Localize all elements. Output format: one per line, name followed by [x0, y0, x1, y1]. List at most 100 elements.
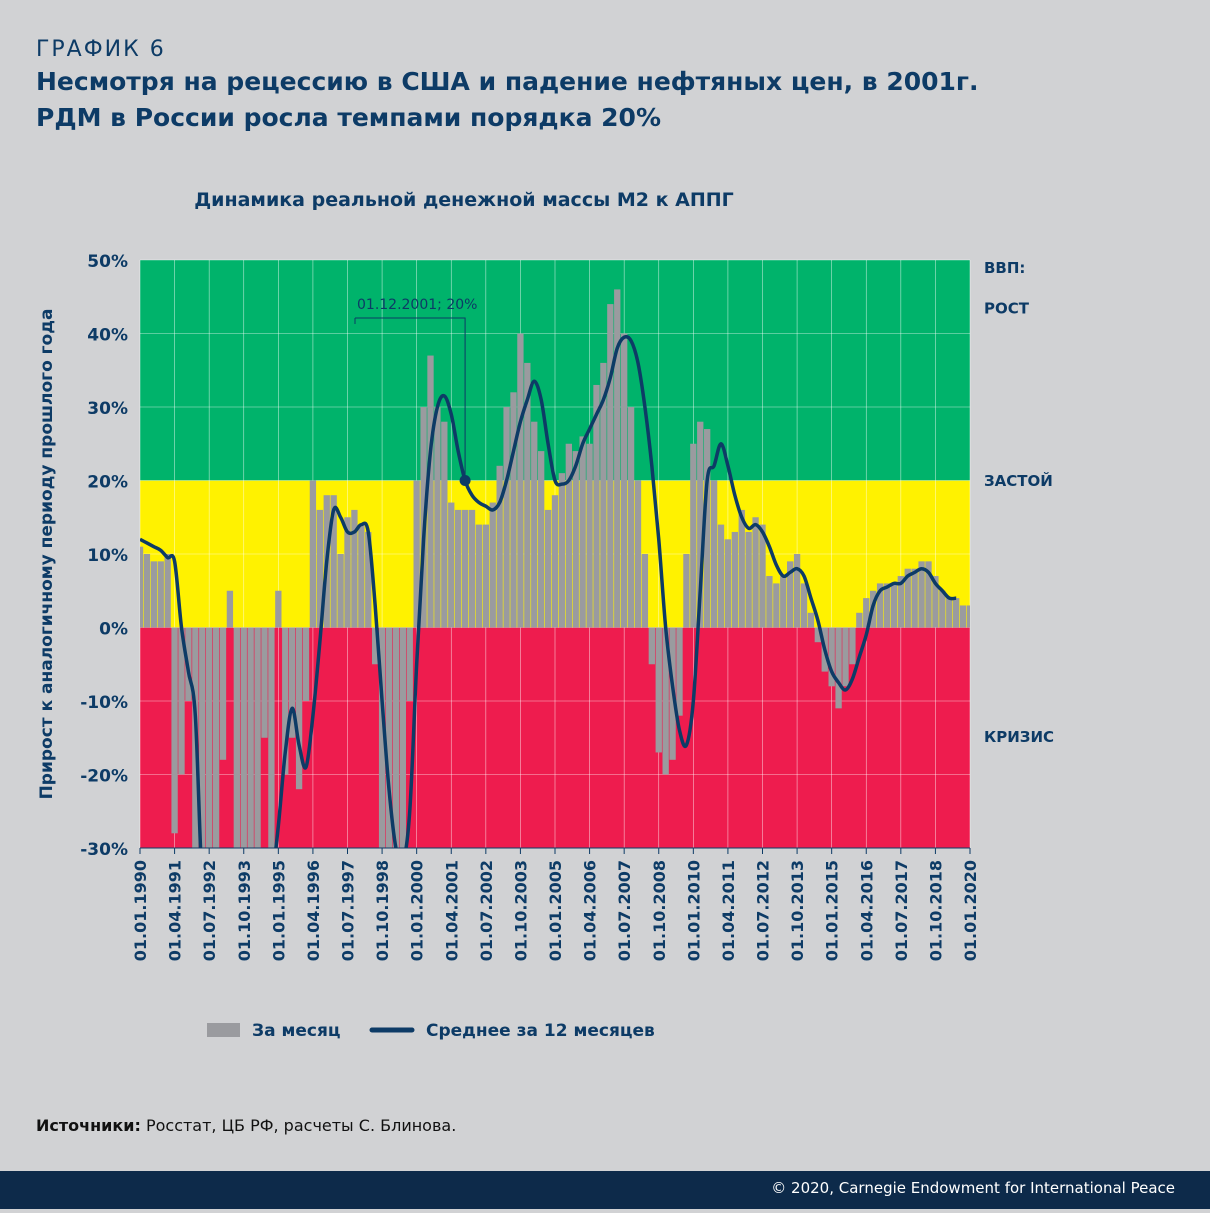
bar	[448, 502, 455, 628]
bar	[392, 627, 400, 848]
bar	[344, 517, 351, 628]
bar	[579, 436, 586, 628]
x-tick-label: 01.01.2005	[546, 860, 565, 961]
bar	[558, 473, 566, 628]
x-tick-label: 01.01.2020	[961, 860, 980, 961]
bar	[959, 605, 967, 628]
x-tick-label: 01.04.2011	[719, 860, 738, 961]
bar	[752, 517, 759, 628]
bar	[607, 304, 614, 628]
x-tick-label: 01.07.1997	[339, 860, 358, 961]
x-tick-label: 01.04.1991	[166, 860, 185, 961]
x-tick-label: 01.01.2000	[408, 860, 427, 961]
bar	[206, 627, 213, 848]
bar	[704, 429, 711, 628]
bar	[219, 627, 227, 760]
bar	[538, 451, 545, 628]
bar	[787, 561, 794, 628]
bar	[254, 627, 261, 848]
source: Источники: Росстат, ЦБ РФ, расчеты С. Бл…	[36, 1116, 456, 1135]
x-tick-label: 01.04.2001	[442, 860, 461, 961]
bar	[883, 583, 891, 628]
y-tick-label: -30%	[80, 840, 128, 860]
bar	[593, 384, 600, 628]
bar	[946, 598, 953, 628]
x-tick-label: 01.10.2018	[926, 860, 945, 961]
bar	[690, 443, 697, 628]
bar	[953, 598, 960, 628]
bar	[904, 568, 911, 628]
bar	[351, 509, 358, 628]
legend-swatch	[207, 1023, 240, 1037]
bar	[849, 627, 856, 665]
x-tick-label: 01.10.1998	[373, 860, 392, 961]
y-tick-label: 10%	[87, 546, 128, 566]
chart-title: Несмотря на рецессию в США и падение неф…	[36, 67, 978, 96]
x-tick-label: 01.07.2017	[892, 860, 911, 961]
bar	[441, 421, 448, 628]
bar	[780, 576, 787, 628]
bar	[233, 627, 240, 848]
bar	[842, 627, 849, 687]
annotation-leader	[355, 317, 466, 481]
x-tick-label: 01.04.2006	[581, 860, 600, 961]
bar	[468, 509, 476, 628]
bar	[925, 561, 932, 628]
bar	[759, 524, 766, 628]
source-text: Росстат, ЦБ РФ, расчеты С. Блинова.	[146, 1116, 456, 1135]
zone-label: РОСТ	[984, 299, 1030, 317]
bar	[932, 576, 939, 628]
bar	[676, 627, 683, 716]
axes: -30% -20% -10% 0% 10% 20% 30% 40% 50% 01.01.1990 0…	[80, 252, 980, 961]
bar	[807, 612, 815, 628]
bar	[406, 627, 413, 701]
x-tick-label: 01.07.1992	[200, 860, 219, 961]
bar	[600, 362, 607, 628]
bar	[697, 421, 704, 628]
bar	[572, 451, 579, 628]
zone-label: КРИЗИС	[984, 728, 1054, 746]
bar	[890, 583, 898, 628]
bar	[717, 524, 725, 628]
x-tick-label: 01.01.1990	[131, 860, 150, 961]
bar	[295, 627, 303, 790]
bar	[199, 627, 206, 848]
bar	[586, 443, 593, 628]
bar	[157, 561, 164, 628]
legend-label: За месяц	[252, 1021, 341, 1041]
kicker: ГРАФИК 6	[36, 37, 166, 62]
bar	[140, 546, 144, 628]
y-tick-label: -20%	[80, 767, 128, 787]
x-tick-label: 01.10.1993	[235, 860, 254, 961]
bar	[275, 590, 282, 628]
bar	[461, 509, 469, 628]
x-tick-label: 01.01.2015	[823, 860, 842, 961]
x-tick-label: 01.07.2012	[754, 860, 773, 961]
chart-subtitle: Динамика реальной денежной массы М2 к АП…	[194, 189, 734, 211]
bar	[240, 627, 247, 848]
bar	[724, 539, 732, 628]
bar	[385, 627, 393, 848]
bar	[489, 502, 496, 628]
bar	[150, 561, 157, 628]
bar	[683, 554, 690, 628]
footer: © 2020, Carnegie Endowment for Internati…	[771, 1179, 1175, 1197]
x-tick-label: 01.01.1995	[269, 860, 288, 961]
bar	[856, 612, 863, 628]
bar	[178, 627, 185, 775]
x-tick-label: 01.10.2008	[650, 860, 669, 961]
x-tick-label: 01.07.2002	[477, 860, 496, 961]
bar	[247, 627, 254, 848]
x-tick-label: 01.10.2003	[511, 860, 530, 961]
bar	[226, 590, 234, 628]
x-tick-label: 01.10.2013	[788, 860, 807, 961]
bar	[911, 568, 918, 628]
bar	[171, 627, 178, 834]
marks	[140, 289, 970, 848]
bar	[828, 627, 835, 687]
bar	[773, 583, 780, 628]
y-tick-label: -10%	[80, 693, 128, 713]
bar	[863, 598, 870, 628]
bar	[621, 333, 628, 628]
bar	[282, 627, 289, 775]
